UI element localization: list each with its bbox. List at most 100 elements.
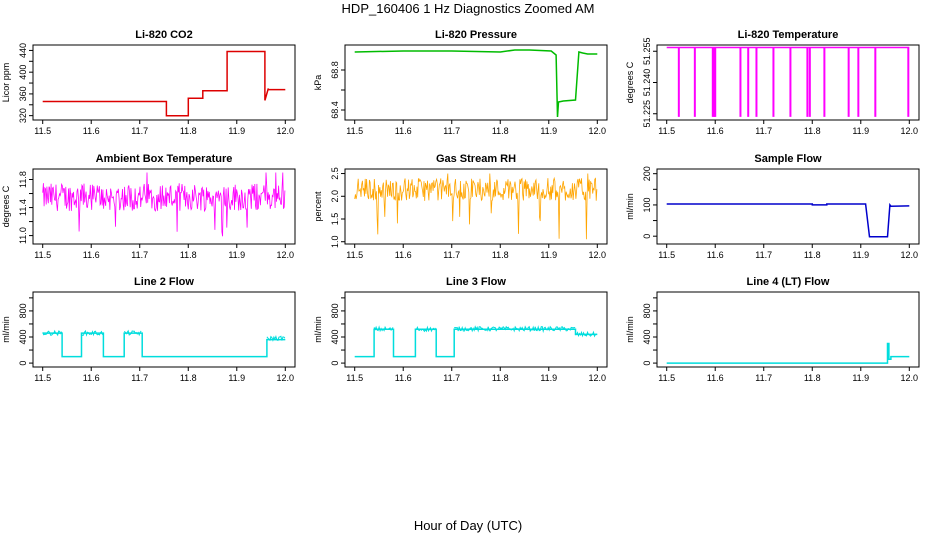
y-axis-label: ml/min	[625, 316, 635, 343]
plot-frame	[656, 44, 920, 121]
y-axis-label: kPa	[313, 75, 323, 91]
y-tick-label: 400	[18, 329, 28, 344]
x-tick-label: 11.7	[131, 250, 148, 260]
panel-7: Line 2 Flow ml/min 11.5 11.6 11.7 11.8 11.9 12.…	[1, 276, 296, 383]
y-axis-label: degrees C	[625, 61, 635, 103]
y-axis-label: ml/min	[313, 316, 323, 343]
y-tick-label: 200	[642, 166, 652, 181]
y-tick-label: 800	[18, 303, 28, 318]
x-tick-label: 11.9	[540, 373, 557, 383]
x-tick-label: 11.7	[755, 126, 772, 136]
x-tick-label: 11.5	[658, 250, 675, 260]
y-tick-label: 2.5	[330, 167, 340, 180]
y-tick-label: 11.4	[18, 199, 28, 216]
x-tick-label: 12.0	[589, 373, 607, 383]
x-tick-label: 11.5	[346, 373, 363, 383]
x-tick-label: 11.5	[658, 373, 675, 383]
y-tick-label: 51.225	[642, 100, 652, 128]
x-tick-label: 12.0	[277, 126, 295, 136]
y-tick-label: 320	[18, 108, 28, 123]
series-noise-band	[81, 329, 103, 337]
series-line	[42, 50, 286, 117]
y-tick-label: 51.240	[642, 69, 652, 97]
y-tick-label: 2.0	[330, 190, 340, 203]
x-tick-label: 11.8	[180, 373, 197, 383]
plot-frame	[32, 44, 296, 121]
x-tick-label: 11.6	[707, 126, 724, 136]
y-tick-label: 800	[642, 303, 652, 318]
y-tick-label: 440	[18, 43, 28, 58]
x-tick-label: 11.9	[852, 126, 869, 136]
y-tick-label: 0	[642, 234, 652, 239]
y-axis-label: degrees C	[1, 185, 11, 227]
series-line	[42, 332, 286, 358]
panel-title: Line 3 Flow	[446, 276, 506, 288]
y-tick-label: 0	[18, 361, 28, 366]
y-tick-label: 100	[642, 197, 652, 212]
series-line	[666, 202, 910, 238]
y-tick-label: 51.255	[642, 37, 652, 65]
data-layer	[354, 173, 598, 240]
y-axis-label: ml/min	[625, 193, 635, 220]
series-line	[354, 328, 598, 358]
data-layer	[354, 325, 598, 358]
x-tick-label: 11.6	[395, 250, 412, 260]
x-tick-label: 11.6	[707, 373, 724, 383]
y-tick-label: 400	[330, 329, 340, 344]
x-tick-label: 11.9	[852, 250, 869, 260]
x-tick-label: 11.6	[395, 373, 412, 383]
y-tick-label: 11.0	[18, 227, 28, 244]
x-tick-label: 11.8	[492, 126, 509, 136]
panel-title: Sample Flow	[754, 153, 822, 165]
panel-title: Li-820 Pressure	[435, 29, 517, 41]
x-tick-label: 11.8	[492, 250, 509, 260]
x-tick-label: 11.7	[755, 373, 772, 383]
panel-6: Sample Flow ml/min 11.5 11.6 11.7 11.8 11.9 12.…	[625, 153, 920, 260]
y-tick-label: 800	[330, 303, 340, 318]
x-tick-label: 11.9	[228, 250, 245, 260]
plot-frame	[32, 291, 296, 368]
x-tick-label: 11.9	[540, 126, 557, 136]
panel-1: Li-820 CO2 Licor ppm 11.5 11.6 11.7 11.8 11.9 1…	[1, 29, 296, 136]
y-axis-label: percent	[313, 191, 323, 222]
series-noise-band	[42, 329, 63, 337]
x-tick-label: 11.7	[131, 373, 148, 383]
y-tick-label: 1.0	[330, 235, 340, 248]
panel-4: Ambient Box Temperature degrees C 11.5 11.6…	[1, 153, 296, 260]
x-tick-label: 11.7	[443, 373, 460, 383]
plot-frame	[344, 291, 608, 368]
x-tick-label: 11.5	[34, 373, 51, 383]
data-layer	[666, 342, 910, 364]
panel-title: Li-820 Temperature	[738, 29, 839, 41]
shared-x-axis-label: Hour of Day (UTC)	[413, 518, 523, 533]
x-tick-label: 11.7	[443, 126, 460, 136]
panel-title: Ambient Box Temperature	[96, 153, 233, 165]
x-tick-label: 12.0	[901, 126, 919, 136]
x-tick-label: 11.7	[131, 126, 148, 136]
x-tick-label: 12.0	[277, 250, 295, 260]
plot-frame	[656, 291, 920, 368]
x-tick-label: 11.6	[707, 250, 724, 260]
panel-title: Line 2 Flow	[134, 276, 194, 288]
series-noise	[42, 172, 286, 237]
x-tick-label: 11.5	[346, 250, 363, 260]
x-tick-label: 11.9	[228, 126, 245, 136]
panel-title: Gas Stream RH	[436, 153, 516, 165]
panel-3: Li-820 Temperature degrees C 11.5 11.6 11.7 1…	[625, 29, 920, 136]
x-tick-label: 11.6	[395, 126, 412, 136]
y-tick-label: 68.8	[330, 61, 340, 79]
data-layer	[42, 50, 286, 117]
x-tick-label: 11.6	[83, 126, 100, 136]
page-title: HDP_160406 1 Hz Diagnostics Zoomed AM	[341, 1, 595, 16]
x-tick-label: 11.5	[658, 126, 675, 136]
x-tick-label: 11.6	[83, 250, 100, 260]
plot-frame	[344, 44, 608, 121]
x-tick-label: 11.8	[804, 126, 821, 136]
x-tick-label: 12.0	[589, 250, 607, 260]
x-tick-label: 11.7	[755, 250, 772, 260]
x-tick-label: 11.8	[492, 373, 509, 383]
y-tick-label: 0	[330, 361, 340, 366]
x-tick-label: 11.5	[34, 126, 51, 136]
plot-frame	[656, 168, 920, 245]
